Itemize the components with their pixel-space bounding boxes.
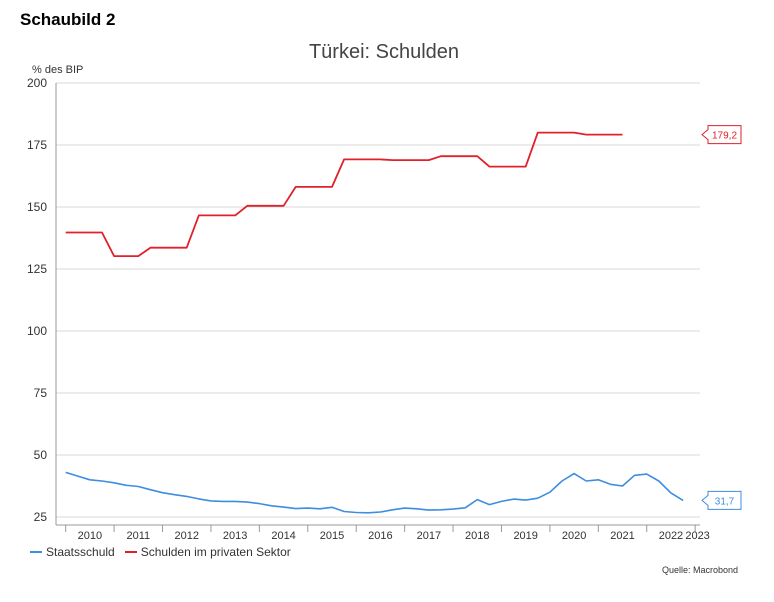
- legend: Staatsschuld Schulden im privaten Sektor: [30, 545, 291, 559]
- legend-label-staatsschuld: Staatsschuld: [46, 545, 115, 559]
- y-tick-label-200: 200: [27, 76, 47, 90]
- y-tick-label-75: 75: [34, 386, 48, 400]
- x-tick-label-2016: 2016: [368, 530, 392, 542]
- y-tick-labels: 200 175 150 125 100 75 50 25: [27, 76, 47, 524]
- series-line-privat: [65, 131, 623, 257]
- y-tick-label-175: 175: [27, 138, 47, 152]
- x-tick-label-2023: 2023: [685, 530, 709, 542]
- series-lines: [65, 131, 684, 514]
- legend-swatch-privat: [124, 551, 137, 553]
- y-tick-label-150: 150: [27, 200, 47, 214]
- x-tick-labels: 2010 2011 2012 2013 2014 2015 2016 2017 2018 2019…: [65, 525, 710, 542]
- legend-item-privat: Schulden im privaten Sektor: [124, 545, 291, 559]
- x-tick-label-2019: 2019: [513, 530, 537, 542]
- x-tick-label-2014: 2014: [271, 530, 295, 542]
- x-tick-label-2010: 2010: [78, 530, 102, 542]
- end-label-privat: 179,2: [701, 125, 742, 145]
- end-label-box-staatsschuld: [701, 490, 742, 510]
- y-tick-label-125: 125: [27, 262, 47, 276]
- x-tick-label-2012: 2012: [174, 530, 198, 542]
- x-tick-label-2013: 2013: [223, 530, 247, 542]
- end-label-box-privat: [701, 125, 742, 145]
- chart-title: Türkei: Schulden: [309, 41, 459, 63]
- x-tick-label-2015: 2015: [320, 530, 344, 542]
- series-line-staatsschuld: [65, 471, 684, 514]
- y-tick-label-25: 25: [34, 510, 48, 524]
- legend-label-privat: Schulden im privaten Sektor: [140, 545, 291, 559]
- end-label-staatsschuld: 31,7: [701, 490, 742, 510]
- y-tick-label-100: 100: [27, 324, 47, 338]
- end-label-text-privat: 179,2: [712, 131, 737, 142]
- y-tick-label-50: 50: [34, 448, 48, 462]
- x-tick-label-2021: 2021: [610, 530, 634, 542]
- x-tick-label-2011: 2011: [126, 530, 150, 542]
- x-tick-label-2020: 2020: [562, 530, 586, 542]
- x-tick-label-2018: 2018: [465, 530, 489, 542]
- end-value-labels: 31,7 179,2: [701, 125, 742, 510]
- y-axis-label: % des BIP: [32, 64, 83, 76]
- end-label-text-staatsschuld: 31,7: [715, 496, 735, 507]
- legend-swatch-staatsschuld: [30, 551, 42, 553]
- figure-label: Schaubild 2: [20, 10, 116, 29]
- legend-item-staatsschuld: Staatsschuld: [30, 545, 115, 559]
- grid-lines: [55, 82, 700, 526]
- source-note: Quelle: Macrobond: [661, 565, 738, 575]
- x-tick-label-2022: 2022: [659, 530, 683, 542]
- x-tick-label-2017: 2017: [417, 530, 441, 542]
